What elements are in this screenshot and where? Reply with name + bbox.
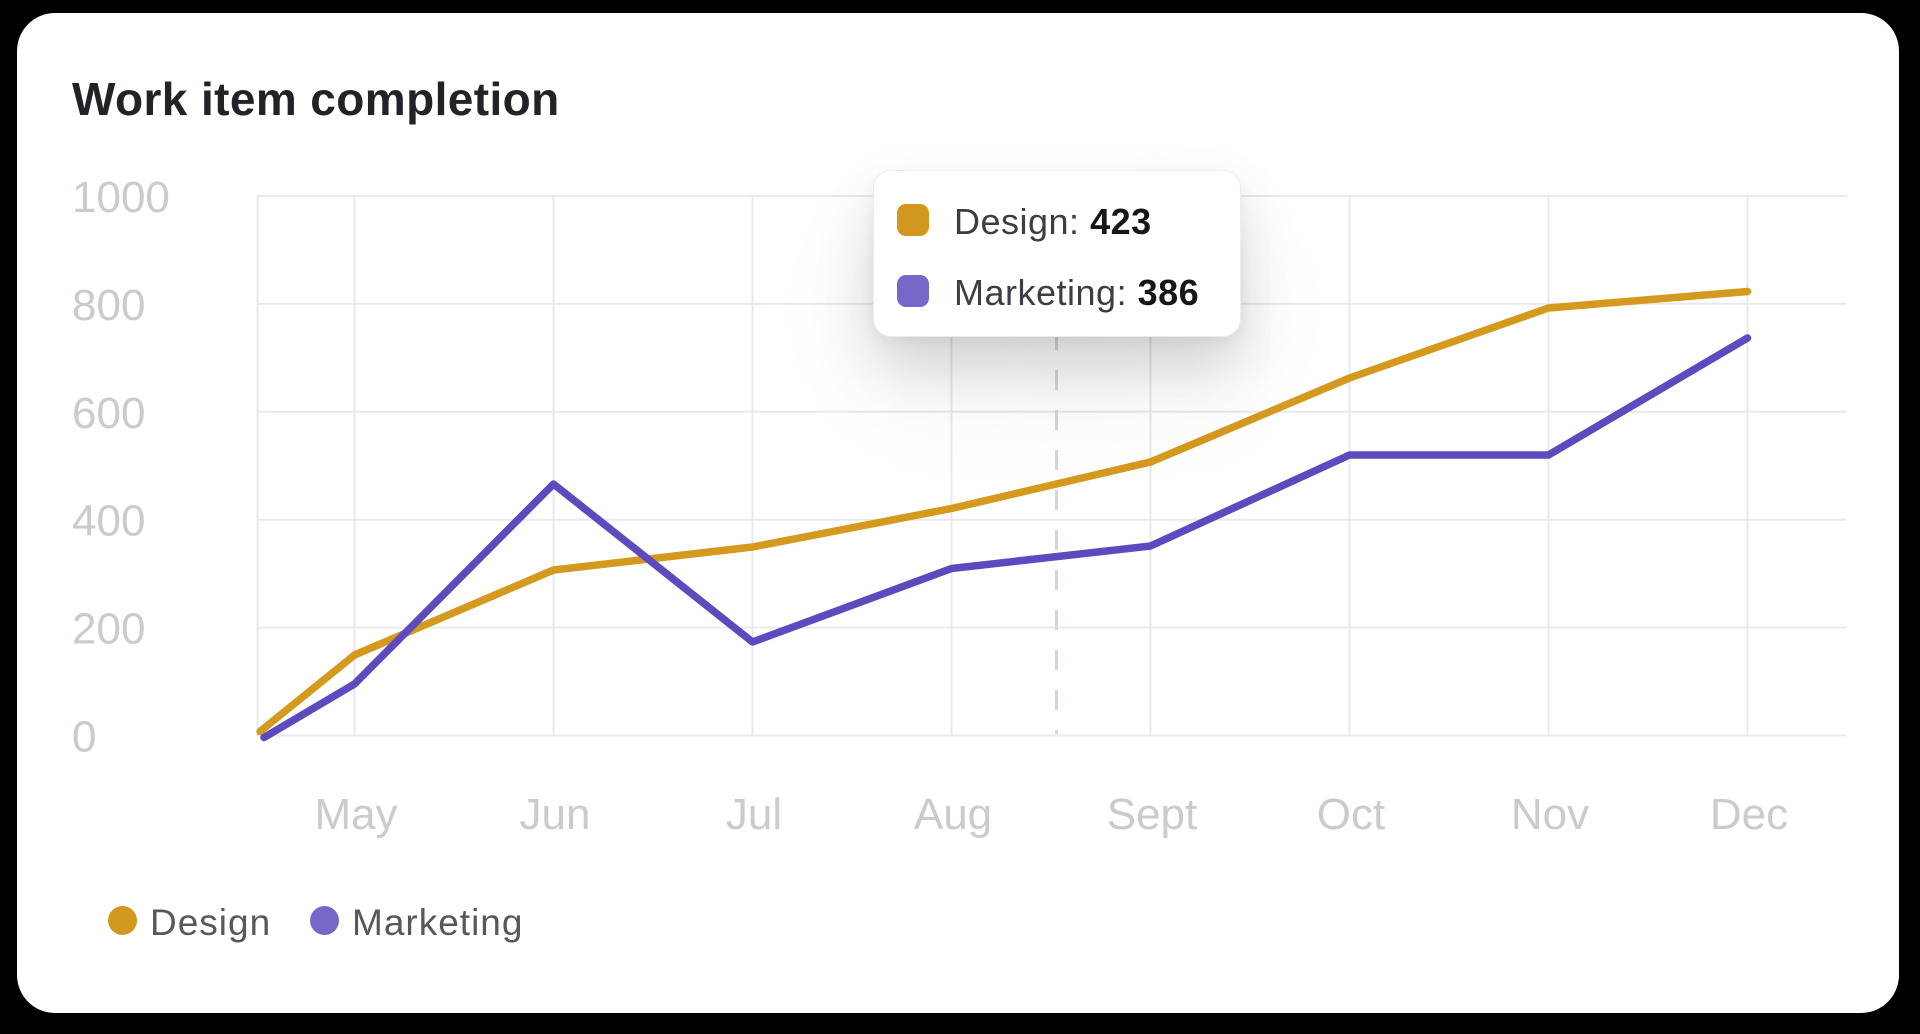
- svg-text:Oct: Oct: [1317, 790, 1385, 839]
- svg-text:Nov: Nov: [1511, 790, 1589, 839]
- svg-text:May: May: [314, 790, 397, 839]
- svg-text:800: 800: [72, 281, 145, 330]
- svg-text:600: 600: [72, 389, 145, 438]
- svg-text:400: 400: [72, 497, 145, 546]
- svg-text:Sept: Sept: [1107, 790, 1198, 839]
- svg-text:0: 0: [72, 713, 96, 762]
- svg-text:200: 200: [72, 605, 145, 654]
- svg-text:Jun: Jun: [520, 790, 591, 839]
- svg-text:Aug: Aug: [914, 790, 992, 839]
- svg-text:1000: 1000: [72, 173, 170, 222]
- svg-text:Jul: Jul: [726, 790, 782, 839]
- svg-text:Dec: Dec: [1710, 790, 1788, 839]
